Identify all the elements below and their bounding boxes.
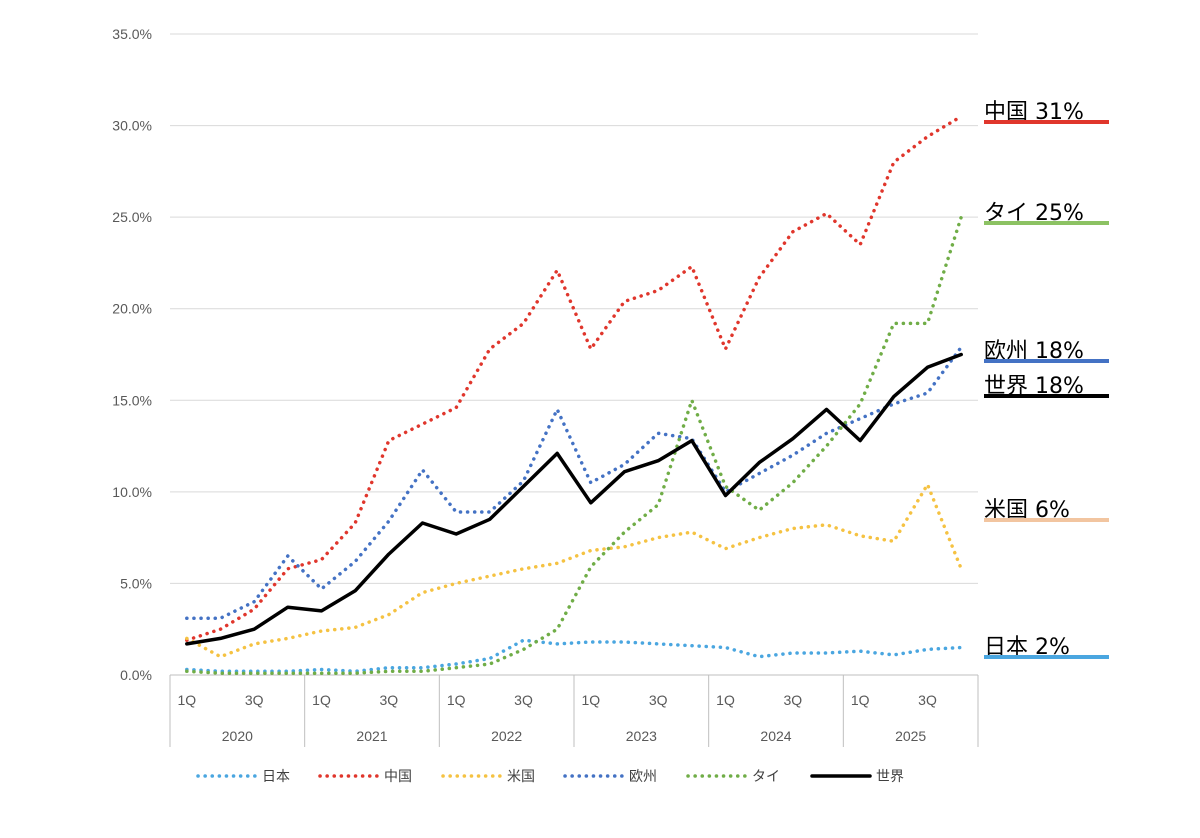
x-tick-label: 3Q [379, 692, 398, 708]
y-tick-label: 20.0% [112, 301, 152, 317]
end-labels: 日本 2%中国 31%米国 6%欧州 18%タイ 25%世界 18% [984, 100, 1109, 660]
legend-label: 米国 [507, 769, 535, 785]
x-tick-label: 3Q [918, 692, 937, 708]
year-label: 2022 [491, 728, 522, 744]
legend-label: タイ [752, 769, 780, 785]
x-tick-label: 1Q [851, 692, 870, 708]
x-tick-label: 1Q [177, 692, 196, 708]
year-label: 2020 [222, 728, 253, 744]
x-tick-label: 3Q [514, 692, 533, 708]
series-line-タイ [185, 215, 963, 675]
y-axis-ticks: 0.0% 5.0% 10.0% 15.0% 20.0% 25.0% 30.0% 35.0% [112, 26, 152, 683]
y-tick-label: 30.0% [112, 118, 152, 134]
series-line-中国 [185, 114, 963, 642]
x-tick-label: 1Q [581, 692, 600, 708]
legend-label: 世界 [876, 769, 904, 785]
year-label: 2021 [356, 728, 387, 744]
x-tick-label: 1Q [716, 692, 735, 708]
year-label: 2024 [760, 728, 791, 744]
y-tick-label: 10.0% [112, 484, 152, 500]
x-tick-label: 3Q [783, 692, 802, 708]
y-tick-label: 5.0% [120, 575, 152, 591]
gridlines [170, 33, 978, 676]
year-label: 2025 [895, 728, 926, 744]
y-tick-label: 35.0% [112, 26, 152, 42]
series-line-日本 [185, 638, 963, 674]
x-tick-label: 1Q [312, 692, 331, 708]
legend-label: 欧州 [629, 769, 657, 785]
y-tick-label: 25.0% [112, 209, 152, 225]
x-tick-label: 3Q [245, 692, 264, 708]
series-line-欧州 [185, 345, 963, 620]
legend: 日本 中国 米国 欧州 タイ 世界 [196, 769, 904, 785]
series-line-世界 [185, 352, 963, 646]
x-tick-label: 1Q [447, 692, 466, 708]
series-lines [185, 114, 963, 675]
legend-label: 日本 [262, 769, 290, 785]
year-label: 2023 [626, 728, 657, 744]
y-tick-label: 0.0% [120, 667, 152, 683]
y-tick-label: 15.0% [112, 392, 152, 408]
x-tick-label: 3Q [649, 692, 668, 708]
legend-label: 中国 [384, 769, 412, 785]
x-axis: 1Q 3Q 1Q 3Q 1Q 3Q 1Q 3Q 1Q 3Q 1Q 3Q 2020 2021 2022 2023… [169, 674, 979, 747]
